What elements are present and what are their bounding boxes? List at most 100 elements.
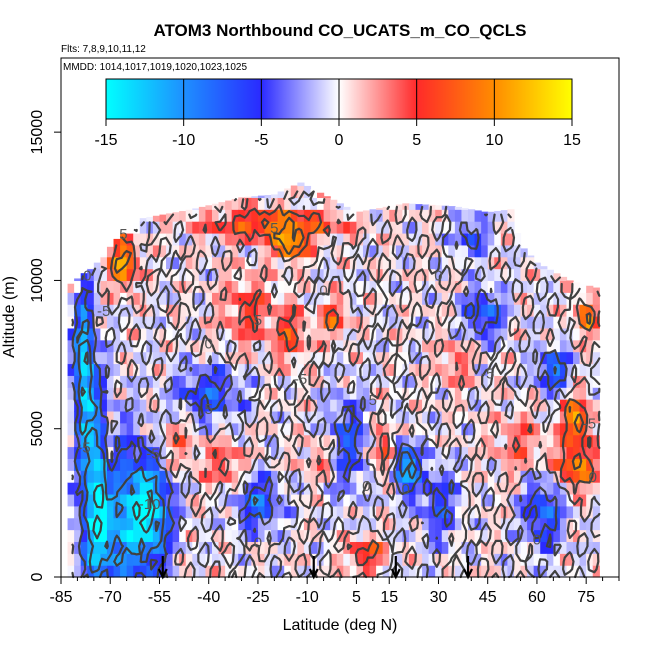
heatmap-cell xyxy=(448,399,456,412)
heatmap-cell xyxy=(218,399,226,412)
heatmap-cell xyxy=(408,529,417,543)
heatmap-cell xyxy=(487,339,495,353)
heatmap-cell xyxy=(586,285,594,293)
heatmap-cell xyxy=(362,363,371,376)
heatmap-cell xyxy=(513,387,522,400)
heatmap-cell xyxy=(468,470,476,483)
heatmap-cell xyxy=(586,363,594,376)
heatmap-cell xyxy=(566,446,574,459)
heatmap-cell xyxy=(507,541,515,554)
heatmap-cell xyxy=(376,232,384,246)
heatmap-cell xyxy=(211,292,220,305)
heatmap-cell xyxy=(566,280,574,293)
heatmap-cell xyxy=(133,304,141,317)
heatmap-cell xyxy=(205,339,213,353)
heatmap-cell xyxy=(317,422,325,436)
heatmap-cell xyxy=(415,493,423,507)
heatmap-cell xyxy=(106,458,115,471)
heatmap-cell xyxy=(290,482,298,495)
heatmap-cell xyxy=(454,327,463,341)
heatmap-cell xyxy=(159,399,167,412)
heatmap-cell xyxy=(487,553,495,566)
heatmap-cell xyxy=(402,529,410,543)
heatmap-cell xyxy=(166,327,174,341)
heatmap-cell xyxy=(152,292,161,305)
heatmap-cell xyxy=(349,565,358,578)
heatmap-cell xyxy=(533,493,541,507)
heatmap-cell xyxy=(257,232,266,246)
heatmap-cell xyxy=(441,221,449,234)
heatmap-cell xyxy=(395,244,403,258)
heatmap-cell xyxy=(540,482,548,495)
heatmap-cell xyxy=(225,304,233,317)
x-axis: -85 -70 -55 -40 -25 -10 5 15 30 45 60 75 xyxy=(49,576,620,606)
heatmap-cell xyxy=(494,529,502,543)
heatmap-cell xyxy=(468,221,476,234)
heatmap-cell xyxy=(257,363,266,376)
heatmap-cell xyxy=(330,268,338,282)
heatmap-cell xyxy=(100,375,108,388)
heatmap-cell xyxy=(336,304,344,317)
heatmap-cell xyxy=(559,292,568,305)
heatmap-cell xyxy=(113,399,121,412)
heatmap-cell xyxy=(422,232,430,246)
heatmap-cell xyxy=(257,304,266,317)
heatmap-cell xyxy=(435,221,443,234)
heatmap-cell xyxy=(402,232,410,246)
heatmap-cell xyxy=(330,256,338,270)
heatmap-cell xyxy=(251,375,259,388)
heatmap-cell xyxy=(395,304,403,317)
heatmap-cell xyxy=(179,446,187,459)
heatmap-cell xyxy=(382,517,390,531)
heatmap-cell xyxy=(231,375,239,388)
heatmap-cell xyxy=(100,268,108,282)
heatmap-cell xyxy=(468,244,476,258)
heatmap-cell xyxy=(454,209,463,222)
heatmap-cell xyxy=(120,446,128,459)
heatmap-cell xyxy=(468,482,476,495)
heatmap-cell xyxy=(225,268,233,282)
heatmap-cell xyxy=(428,351,436,365)
heatmap-cell xyxy=(389,209,397,222)
heatmap-cell xyxy=(507,339,515,353)
heatmap-cell xyxy=(277,529,285,543)
heatmap-cell xyxy=(415,256,423,270)
heatmap-cell xyxy=(362,280,371,293)
heatmap-cell xyxy=(382,232,390,246)
heatmap-cell xyxy=(297,185,305,198)
heatmap-cell xyxy=(435,517,443,531)
heatmap-cell xyxy=(100,339,108,353)
heatmap-cell xyxy=(513,280,522,293)
heatmap-cell xyxy=(579,517,587,531)
heatmap-cell xyxy=(559,517,568,531)
heatmap-cell xyxy=(454,505,463,519)
heatmap-cell xyxy=(586,351,594,365)
heatmap-cell xyxy=(218,280,226,293)
heatmap-cell xyxy=(179,292,187,305)
heatmap-cell xyxy=(566,363,574,376)
heatmap-cell xyxy=(428,256,436,270)
heatmap-cell xyxy=(166,232,174,246)
heatmap-cell xyxy=(389,221,397,234)
heatmap-cell xyxy=(513,493,522,507)
heatmap-cell xyxy=(448,280,456,293)
heatmap-cell xyxy=(126,232,134,246)
heatmap-cell xyxy=(356,458,364,471)
heatmap-cell xyxy=(152,565,161,578)
heatmap-cell xyxy=(244,280,252,293)
heatmap-cell xyxy=(356,375,364,388)
heatmap-cell xyxy=(120,553,128,566)
heatmap-cell xyxy=(461,232,469,246)
heatmap-cell xyxy=(389,268,397,282)
heatmap-cell xyxy=(80,422,88,436)
heatmap-cell xyxy=(225,232,233,246)
heatmap-cell xyxy=(441,446,449,459)
heatmap-cell xyxy=(264,268,272,282)
heatmap-cell xyxy=(494,410,502,424)
heatmap-cell xyxy=(487,446,495,459)
x-tick-label: -85 xyxy=(49,589,72,606)
heatmap-cell xyxy=(428,565,436,578)
heatmap-cell xyxy=(100,505,108,519)
heatmap-cell xyxy=(303,351,312,365)
